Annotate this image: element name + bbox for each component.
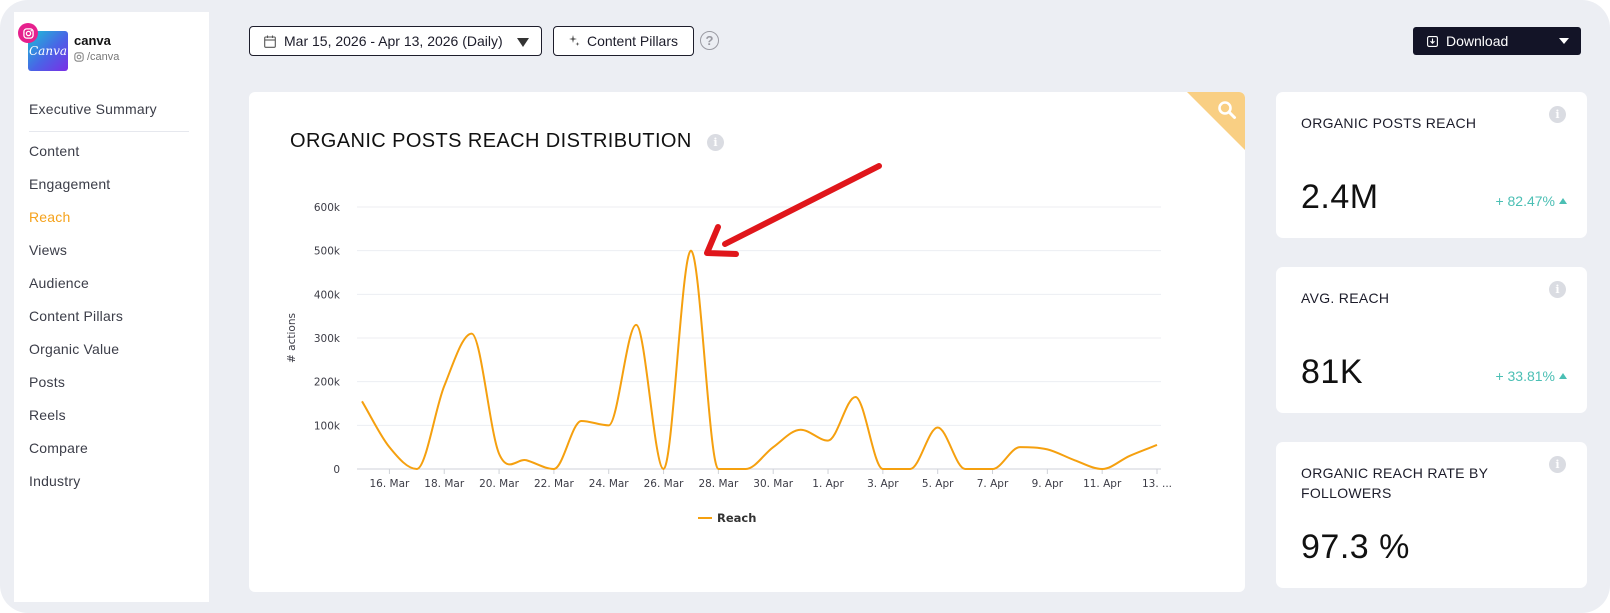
metric-title: ORGANIC POSTS REACH: [1301, 115, 1477, 131]
trend-up-icon: [1559, 373, 1567, 379]
y-tick-label: 600k: [314, 202, 341, 214]
sidebar-nav: Executive Summary Content Engagement Rea…: [29, 92, 189, 499]
x-tick-label: 3. Apr: [867, 478, 899, 490]
x-tick-label: 20. Mar: [479, 478, 520, 490]
calendar-icon: [264, 35, 276, 48]
profile-name: canva: [74, 33, 111, 48]
instagram-icon: [74, 52, 84, 62]
y-tick-label: 400k: [314, 289, 341, 301]
canva-logo: Canva: [28, 31, 68, 71]
sidebar: Canva canva /canva Executive Summary Con…: [14, 12, 209, 602]
reach-line-chart: 0 100k 200k 300k 400k 500k 600k # actions 16. Ma…: [286, 163, 1172, 525]
metric-card-avg-reach: AVG. REACH i 81K + 33.81%: [1276, 267, 1587, 413]
y-axis-label: # actions: [286, 313, 298, 363]
sidebar-item-organic-value[interactable]: Organic Value: [29, 341, 120, 357]
download-caret-icon[interactable]: [1559, 38, 1569, 44]
x-tick-label: 13. ...: [1142, 478, 1172, 490]
content-pillars-button[interactable]: Content Pillars: [553, 26, 694, 56]
x-tick-label: 9. Apr: [1032, 478, 1064, 490]
sidebar-item-posts[interactable]: Posts: [29, 374, 66, 390]
x-tick-label: 18. Mar: [424, 478, 465, 490]
sidebar-item-compare[interactable]: Compare: [29, 440, 88, 456]
x-tick-label: 26. Mar: [644, 478, 685, 490]
info-icon[interactable]: i: [1549, 281, 1566, 298]
sidebar-item-views[interactable]: Views: [29, 242, 68, 258]
x-tick-label: 16. Mar: [369, 478, 410, 490]
x-tick-label: 22. Mar: [534, 478, 575, 490]
zoom-corner[interactable]: [1187, 92, 1245, 150]
metric-title: ORGANIC REACH RATE BY FOLLOWERS: [1301, 465, 1489, 501]
annotation-arrow-head: [704, 224, 739, 257]
x-tick-label: 5. Apr: [922, 478, 954, 490]
sidebar-item-content-pillars[interactable]: Content Pillars: [29, 308, 124, 324]
x-tick-label: 24. Mar: [589, 478, 630, 490]
x-tick-label: 7. Apr: [977, 478, 1009, 490]
y-tick-label: 0: [333, 464, 340, 476]
sidebar-item-reach[interactable]: Reach: [29, 209, 71, 225]
y-tick-label: 200k: [314, 377, 341, 389]
legend-label: Reach: [717, 511, 756, 525]
chart-title: ORGANIC POSTS REACH DISTRIBUTION: [290, 130, 692, 152]
info-icon[interactable]: i: [707, 134, 724, 151]
instagram-badge-icon: [18, 23, 38, 43]
metric-title: AVG. REACH: [1301, 290, 1390, 306]
download-button[interactable]: Download: [1413, 27, 1581, 55]
dropdown-caret-icon: [517, 38, 529, 47]
x-tick-label: 30. Mar: [753, 478, 794, 490]
metric-change: + 33.81%: [1495, 368, 1567, 384]
metric-value: 2.4M: [1301, 178, 1379, 216]
sidebar-item-audience[interactable]: Audience: [29, 275, 89, 291]
info-icon[interactable]: i: [1549, 456, 1566, 473]
metric-card-organic-reach-rate: ORGANIC REACH RATE BY FOLLOWERS i 97.3 %: [1276, 442, 1587, 588]
search-icon[interactable]: [1217, 100, 1237, 120]
sidebar-item-engagement[interactable]: Engagement: [29, 176, 111, 192]
y-tick-label: 300k: [314, 333, 341, 345]
trend-up-icon: [1559, 198, 1567, 204]
annotation-arrow-shaft: [722, 163, 882, 247]
metric-change: + 82.47%: [1495, 193, 1567, 209]
metric-card-organic-posts-reach: ORGANIC POSTS REACH i 2.4M + 82.47%: [1276, 92, 1587, 238]
sidebar-item-executive-summary[interactable]: Executive Summary: [29, 92, 189, 132]
sidebar-item-content[interactable]: Content: [29, 143, 80, 159]
profile-header[interactable]: Canva canva /canva: [18, 21, 203, 71]
help-icon[interactable]: ?: [700, 31, 719, 50]
metric-value: 81K: [1301, 353, 1363, 391]
x-tick-label: 11. Apr: [1083, 478, 1122, 490]
y-tick-label: 100k: [314, 420, 341, 432]
info-icon[interactable]: i: [1549, 106, 1566, 123]
reach-distribution-card: ORGANIC POSTS REACH DISTRIBUTION i 0 100k…: [249, 92, 1245, 592]
x-tick-label: 28. Mar: [698, 478, 739, 490]
sidebar-item-reels[interactable]: Reels: [29, 407, 66, 423]
x-tick-label: 1. Apr: [812, 478, 844, 490]
download-icon: [1427, 35, 1438, 47]
reach-series-line: [361, 249, 1158, 471]
metric-value: 97.3 %: [1301, 528, 1410, 566]
sparkle-icon: [568, 35, 580, 46]
date-range-picker[interactable]: Mar 15, 2026 - Apr 13, 2026 (Daily): [249, 26, 542, 56]
sidebar-item-industry[interactable]: Industry: [29, 473, 81, 489]
profile-handle: /canva: [74, 51, 119, 63]
date-range-label: Mar 15, 2026 - Apr 13, 2026 (Daily): [284, 33, 503, 49]
y-tick-label: 500k: [314, 246, 341, 258]
